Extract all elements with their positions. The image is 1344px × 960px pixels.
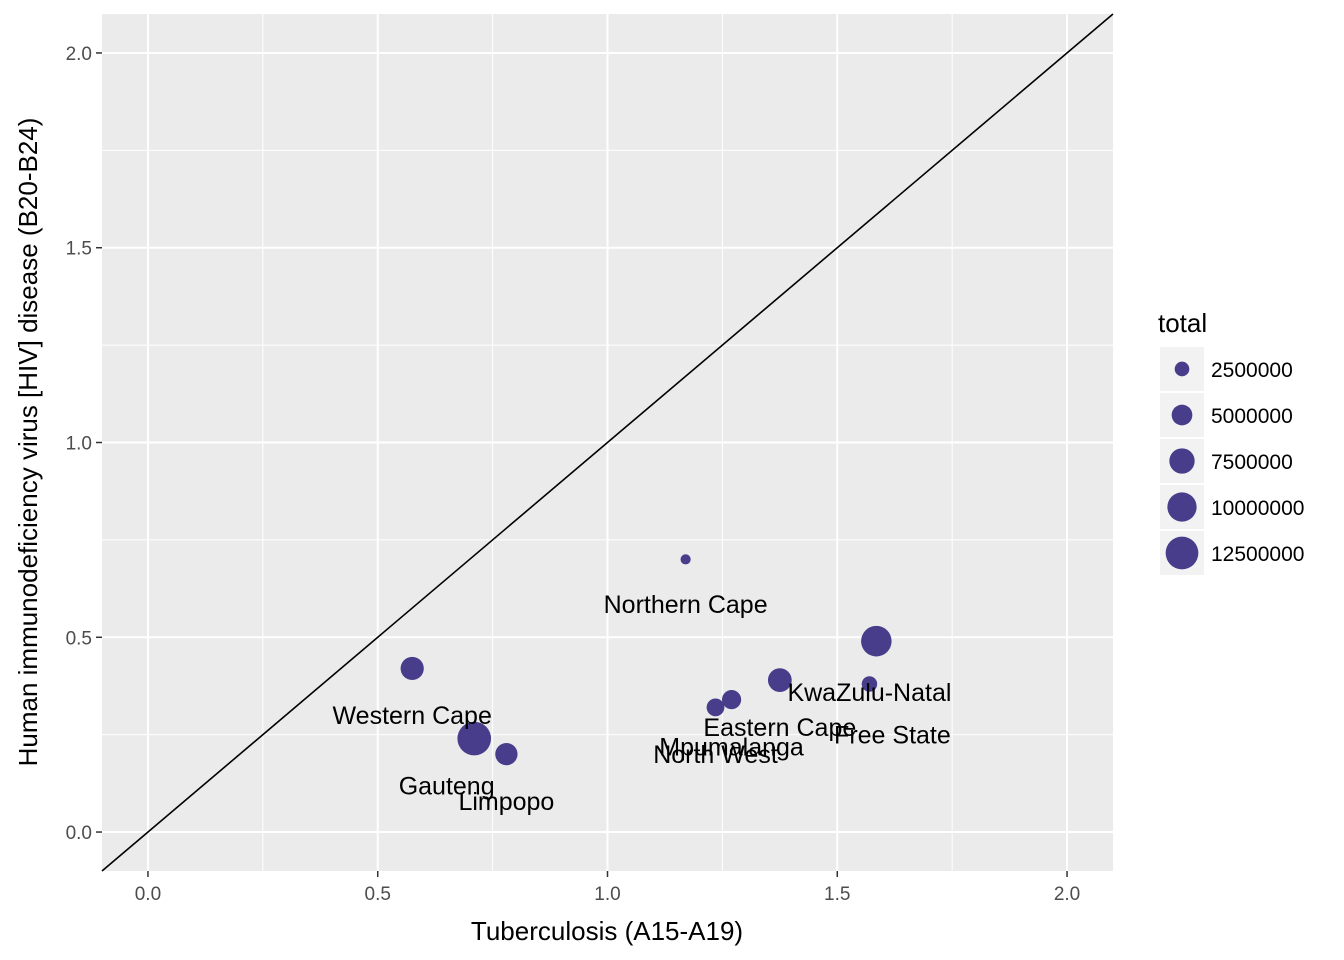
point-label: Free State bbox=[834, 722, 951, 750]
x-tick-label: 1.5 bbox=[824, 884, 850, 905]
legend-symbol bbox=[1174, 361, 1190, 377]
data-point bbox=[861, 625, 892, 657]
y-tick-label: 0.5 bbox=[66, 628, 92, 649]
point-label: Eastern Cape bbox=[703, 714, 856, 742]
x-tick-label: 2.0 bbox=[1054, 884, 1080, 905]
data-point bbox=[861, 676, 878, 692]
size-legend: total 2500000 5000000 7500000 10000000 12500… bbox=[1158, 308, 1304, 575]
data-point bbox=[767, 668, 792, 693]
point-label: KwaZulu-Natal bbox=[787, 679, 951, 707]
data-point bbox=[680, 554, 691, 565]
legend-label: 10000000 bbox=[1211, 497, 1304, 520]
x-tick-label: 0.5 bbox=[365, 884, 391, 905]
y-axis-title: Human immunodeficiency virus [HIV] disea… bbox=[13, 118, 43, 767]
y-tick-label: 1.5 bbox=[66, 239, 92, 260]
point-label: Limpopo bbox=[458, 788, 554, 816]
x-axis-ticks: 0.0 0.5 1.0 1.5 2.0 bbox=[135, 871, 1080, 905]
data-point bbox=[457, 721, 492, 756]
data-point bbox=[495, 742, 518, 766]
legend-label: 5000000 bbox=[1211, 405, 1293, 428]
legend-label: 12500000 bbox=[1211, 543, 1304, 566]
x-tick-label: 1.0 bbox=[594, 884, 620, 905]
y-tick-label: 1.0 bbox=[66, 434, 92, 455]
reference-line-y-equals-x bbox=[101, 13, 1114, 872]
legend-symbol bbox=[1167, 492, 1197, 522]
legend-symbol bbox=[1169, 448, 1195, 474]
legend-label: 7500000 bbox=[1211, 451, 1293, 474]
legend-symbol bbox=[1165, 536, 1199, 570]
point-label: Western Cape bbox=[333, 702, 492, 730]
legend-title: total bbox=[1158, 308, 1207, 338]
point-label: Gauteng bbox=[399, 772, 495, 800]
point-label: Northern Cape bbox=[604, 591, 768, 619]
x-axis-title: Tuberculosis (A15-A19) bbox=[471, 916, 743, 946]
legend-label: 2500000 bbox=[1211, 359, 1293, 382]
y-tick-label: 2.0 bbox=[66, 44, 92, 65]
data-point bbox=[721, 690, 742, 710]
points-layer bbox=[400, 554, 892, 766]
y-tick-label: 0.0 bbox=[66, 823, 92, 844]
point-label: North West bbox=[653, 741, 778, 769]
y-axis-ticks: 0.0 0.5 1.0 1.5 2.0 bbox=[66, 44, 102, 844]
data-point bbox=[400, 656, 424, 681]
legend-symbol bbox=[1171, 404, 1193, 426]
x-tick-label: 0.0 bbox=[135, 884, 161, 905]
point-label: Mpumalanga bbox=[659, 733, 804, 761]
data-point bbox=[706, 698, 725, 717]
